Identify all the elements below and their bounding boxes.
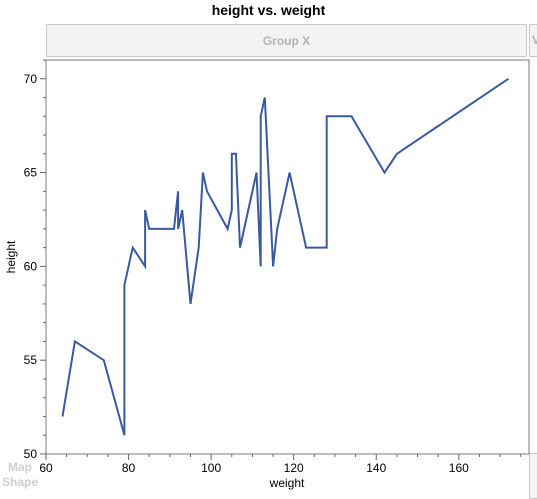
x-tick-label: 120 [284, 461, 304, 475]
x-axis-label: weight [269, 476, 305, 490]
x-tick-label: 140 [366, 461, 386, 475]
x-tick-label: 60 [39, 461, 53, 475]
chart-title: height vs. weight [211, 2, 326, 18]
plot-frame [45, 59, 530, 455]
map-shape-dropzone[interactable]: Map Shape [0, 460, 40, 490]
series-line [61, 77, 509, 436]
x-tick-label: 160 [449, 461, 469, 475]
y-tick-label: 65 [24, 166, 38, 180]
map-shape-label-map: Map [8, 460, 32, 474]
right-dropzone[interactable]: V [529, 24, 537, 57]
y-tick-label: 70 [24, 72, 38, 86]
group-x-dropzone[interactable]: Group X [46, 24, 527, 57]
group-x-label: Group X [262, 33, 311, 48]
x-tick-label: 100 [201, 461, 221, 475]
y-tick-label: 50 [24, 447, 38, 461]
x-tick-label: 80 [122, 461, 136, 475]
map-shape-label-shape: Shape [1, 475, 38, 489]
right-dropzone-label: V [532, 33, 537, 47]
y-tick-label: 60 [24, 259, 38, 273]
y-tick-label: 55 [24, 353, 38, 367]
